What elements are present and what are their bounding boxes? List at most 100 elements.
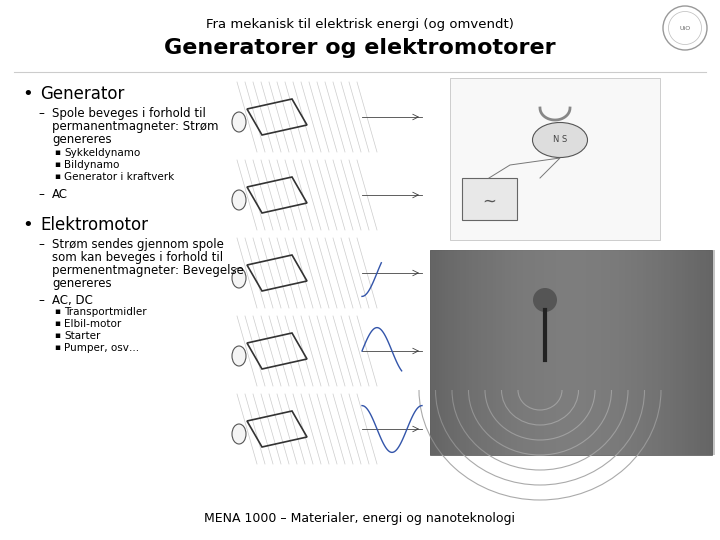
Bar (658, 250, 661, 455)
Bar (583, 250, 586, 455)
Text: ▪: ▪ (54, 148, 60, 157)
Bar (670, 250, 673, 455)
Text: Transportmidler: Transportmidler (64, 307, 147, 317)
Text: UiO: UiO (680, 25, 690, 30)
Bar (628, 250, 631, 455)
Text: Starter: Starter (64, 331, 100, 341)
Bar (640, 250, 643, 455)
Bar (589, 250, 592, 455)
Ellipse shape (232, 190, 246, 210)
Bar (445, 250, 448, 455)
Ellipse shape (533, 123, 588, 158)
Bar (460, 250, 463, 455)
Bar (538, 250, 541, 455)
Bar (649, 250, 652, 455)
Bar (661, 250, 664, 455)
Text: Bildynamo: Bildynamo (64, 160, 120, 170)
Bar (430, 250, 712, 455)
Text: AC: AC (52, 188, 68, 201)
Ellipse shape (232, 112, 246, 132)
Bar (448, 250, 451, 455)
Text: AC, DC: AC, DC (52, 294, 93, 307)
Bar (709, 250, 712, 455)
Bar (652, 250, 655, 455)
Bar (493, 250, 496, 455)
Text: Pumper, osv…: Pumper, osv… (64, 343, 139, 353)
Bar (634, 250, 637, 455)
Text: ▪: ▪ (54, 172, 60, 181)
Bar (481, 250, 484, 455)
Text: –: – (38, 107, 44, 120)
Bar (610, 250, 613, 455)
Bar (550, 250, 553, 455)
Bar (499, 250, 502, 455)
Bar (571, 250, 574, 455)
Bar (496, 250, 499, 455)
Text: ▪: ▪ (54, 343, 60, 352)
Bar (442, 250, 445, 455)
Text: Spole beveges i forhold til: Spole beveges i forhold til (52, 107, 206, 120)
Bar (694, 250, 697, 455)
Bar (682, 250, 685, 455)
Bar (607, 250, 610, 455)
Bar (517, 250, 520, 455)
Text: Generator: Generator (40, 85, 125, 103)
Bar (688, 250, 691, 455)
Bar (469, 250, 472, 455)
Bar (462, 178, 517, 220)
Bar (532, 250, 535, 455)
Bar (598, 250, 601, 455)
Bar (679, 250, 682, 455)
Bar (487, 250, 490, 455)
Bar (586, 250, 589, 455)
Bar (508, 250, 511, 455)
Bar (562, 250, 565, 455)
Bar (601, 250, 604, 455)
Bar (451, 250, 454, 455)
Text: •: • (22, 216, 32, 234)
Text: N S: N S (553, 136, 567, 145)
Text: ▪: ▪ (54, 307, 60, 316)
Bar (463, 250, 466, 455)
Text: genereres: genereres (52, 133, 112, 146)
Bar (691, 250, 694, 455)
Text: Elbil-motor: Elbil-motor (64, 319, 121, 329)
Bar (535, 250, 538, 455)
Bar (712, 250, 715, 455)
Text: Generator i kraftverk: Generator i kraftverk (64, 172, 174, 182)
Bar (466, 250, 469, 455)
Bar (526, 250, 529, 455)
Bar (472, 250, 475, 455)
Bar (667, 250, 670, 455)
Bar (520, 250, 523, 455)
Bar (553, 250, 556, 455)
Bar (697, 250, 700, 455)
Bar (502, 250, 505, 455)
Bar (559, 250, 562, 455)
Bar (568, 250, 571, 455)
Bar (703, 250, 706, 455)
Bar (664, 250, 667, 455)
Bar (484, 250, 487, 455)
Ellipse shape (232, 346, 246, 366)
Bar (490, 250, 493, 455)
Bar (646, 250, 649, 455)
Text: Elektromotor: Elektromotor (40, 216, 148, 234)
Bar (544, 250, 547, 455)
Text: som kan beveges i forhold til: som kan beveges i forhold til (52, 251, 223, 264)
Bar (595, 250, 598, 455)
Bar (700, 250, 703, 455)
Text: ▪: ▪ (54, 319, 60, 328)
Bar (475, 250, 478, 455)
Text: permenentmagneter: Bevegelse: permenentmagneter: Bevegelse (52, 264, 244, 277)
Bar (574, 250, 577, 455)
Text: –: – (38, 238, 44, 251)
Bar (565, 250, 568, 455)
Bar (622, 250, 625, 455)
Bar (478, 250, 481, 455)
Bar (529, 250, 532, 455)
Circle shape (533, 288, 557, 312)
Text: ~: ~ (482, 193, 496, 211)
Text: Fra mekanisk til elektrisk energi (og omvendt): Fra mekanisk til elektrisk energi (og om… (206, 18, 514, 31)
Bar (541, 250, 544, 455)
